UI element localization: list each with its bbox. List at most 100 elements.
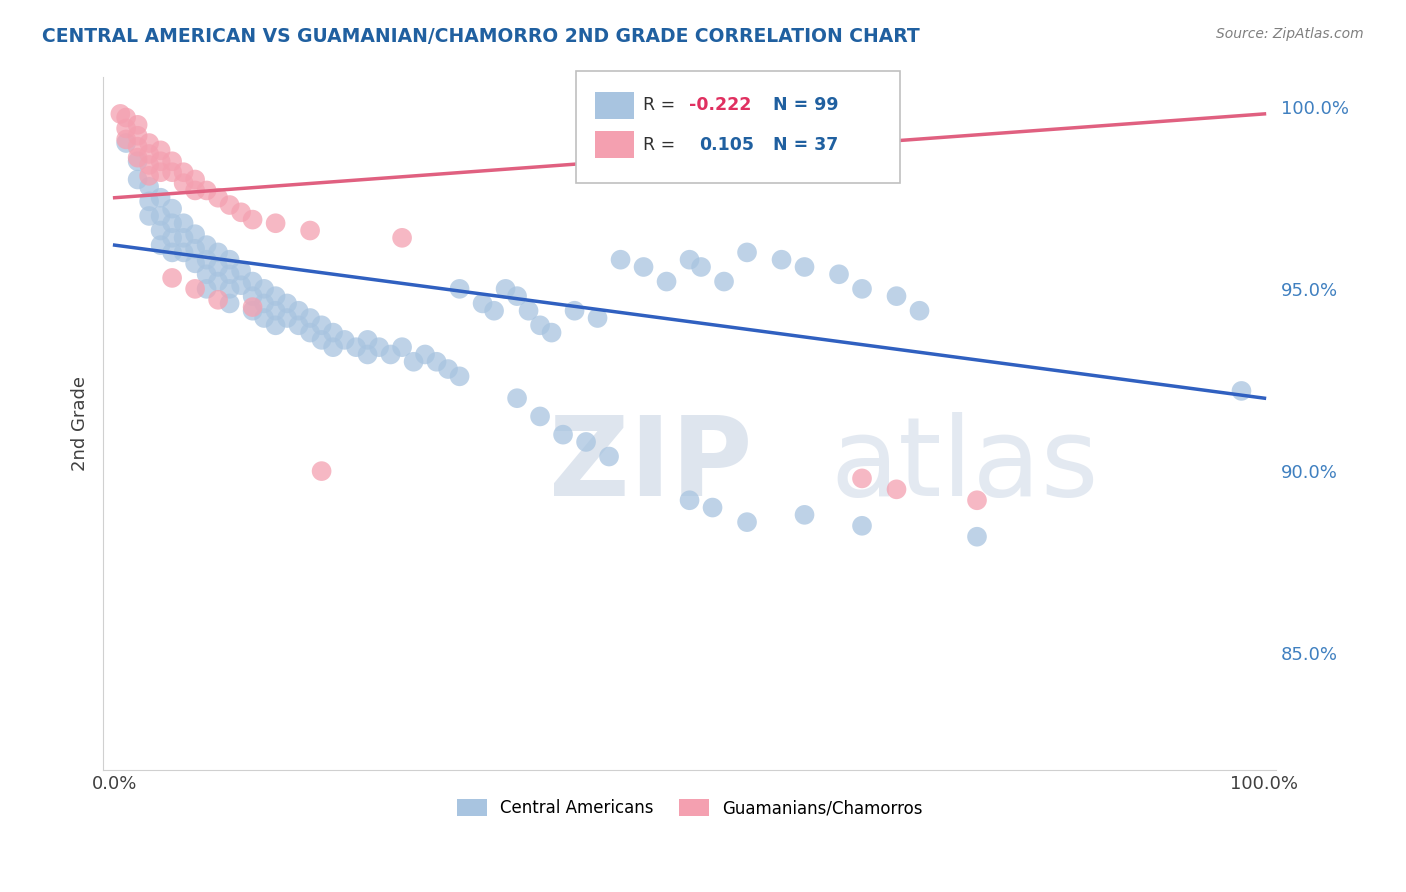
Point [229, 205, 252, 219]
Point [471, 296, 494, 310]
Point [1230, 384, 1253, 398]
Point [609, 252, 631, 267]
Point [115, 136, 138, 150]
Point [264, 318, 287, 333]
Point [966, 493, 988, 508]
Point [149, 144, 172, 158]
Point [322, 340, 344, 354]
Point [529, 318, 551, 333]
Point [551, 427, 574, 442]
Point [735, 245, 758, 260]
Point [195, 252, 218, 267]
Point [127, 139, 149, 153]
Point [127, 128, 149, 143]
Point [886, 483, 908, 497]
Point [218, 267, 240, 281]
Point [253, 296, 276, 310]
Point [391, 340, 413, 354]
Point [160, 165, 183, 179]
Text: Source: ZipAtlas.com: Source: ZipAtlas.com [1216, 27, 1364, 41]
Point [138, 169, 160, 183]
Point [311, 318, 333, 333]
Legend: Central Americans, Guamanians/Chamorros: Central Americans, Guamanians/Chamorros [450, 792, 929, 824]
Point [575, 434, 598, 449]
Point [207, 245, 229, 260]
Point [173, 176, 195, 190]
Point [851, 282, 873, 296]
Point [160, 154, 183, 169]
Point [506, 289, 529, 303]
Point [678, 252, 700, 267]
Point [218, 296, 240, 310]
Point [287, 303, 309, 318]
Point [770, 252, 793, 267]
Text: ZIP: ZIP [548, 412, 752, 519]
Point [449, 369, 471, 384]
Point [173, 231, 195, 245]
Point [229, 278, 252, 293]
Point [564, 303, 586, 318]
Point [242, 289, 264, 303]
Point [966, 530, 988, 544]
Point [633, 260, 655, 274]
Point [793, 260, 815, 274]
Point [299, 326, 322, 340]
Point [253, 282, 276, 296]
Point [149, 238, 172, 252]
Point [356, 333, 378, 347]
Point [160, 245, 183, 260]
Point [356, 347, 378, 361]
Point [127, 154, 149, 169]
Point [149, 223, 172, 237]
Point [184, 183, 207, 197]
Point [242, 300, 264, 314]
Point [598, 450, 620, 464]
Point [207, 191, 229, 205]
Point [184, 242, 207, 256]
Point [184, 227, 207, 242]
Point [207, 260, 229, 274]
Point [149, 154, 172, 169]
Text: N = 37: N = 37 [773, 136, 838, 153]
Point [242, 275, 264, 289]
Point [184, 256, 207, 270]
Point [735, 515, 758, 529]
Point [678, 493, 700, 508]
Point [299, 311, 322, 326]
Point [449, 282, 471, 296]
Point [413, 347, 436, 361]
Point [160, 202, 183, 216]
Text: -0.222: -0.222 [689, 96, 751, 114]
Point [207, 275, 229, 289]
Point [586, 311, 609, 326]
Point [195, 267, 218, 281]
Point [160, 271, 183, 285]
Point [218, 252, 240, 267]
Point [322, 326, 344, 340]
Point [115, 111, 138, 125]
Point [540, 326, 562, 340]
Point [517, 303, 540, 318]
Point [229, 263, 252, 277]
Point [173, 165, 195, 179]
Point [138, 136, 160, 150]
Point [529, 409, 551, 424]
Point [437, 362, 460, 376]
Point [908, 303, 931, 318]
Point [195, 183, 218, 197]
Point [115, 121, 138, 136]
Point [851, 518, 873, 533]
Point [127, 151, 149, 165]
Point [311, 333, 333, 347]
Point [195, 238, 218, 252]
Point [149, 165, 172, 179]
Point [690, 260, 713, 274]
Point [149, 209, 172, 223]
Point [184, 172, 207, 186]
Point [195, 282, 218, 296]
Point [264, 289, 287, 303]
Point [173, 216, 195, 230]
Point [218, 198, 240, 212]
Point [311, 464, 333, 478]
Point [506, 391, 529, 405]
